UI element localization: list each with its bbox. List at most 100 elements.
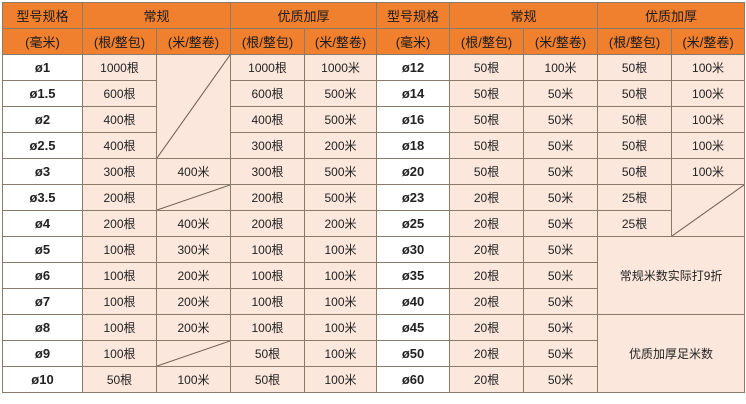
premium-roll-cell: 100米 bbox=[304, 288, 378, 315]
spec-cell: ø1 bbox=[2, 54, 83, 81]
premium-roll-cell: 100米 bbox=[671, 54, 746, 81]
regular-roll-cell: 50米 bbox=[523, 158, 599, 185]
premium-pack-cell: 50根 bbox=[597, 54, 673, 81]
spec-cell: ø7 bbox=[2, 288, 83, 315]
table-row: ø1.5 600根 600根 500米 ø14 50根 50米 50根 100米 bbox=[2, 80, 746, 107]
table-row: ø5 100根 300米 100根 100米 ø30 20根 50米 常规米数实… bbox=[2, 236, 746, 315]
regular-pack-cell: 50根 bbox=[449, 158, 525, 185]
regular-roll-cell: 50米 bbox=[523, 184, 599, 211]
regular-pack-cell: 50根 bbox=[449, 80, 525, 107]
regular-pack-cell: 300根 bbox=[82, 158, 157, 185]
premium-pack-cell: 100根 bbox=[230, 314, 306, 341]
premium-roll-cell: 100米 bbox=[304, 366, 378, 393]
premium-pack-cell: 50根 bbox=[597, 106, 673, 133]
premium-pack-cell: 50根 bbox=[597, 132, 673, 159]
spec-cell: ø4 bbox=[2, 210, 83, 237]
regular-pack-cell: 100根 bbox=[82, 262, 157, 289]
spec-cell: ø2.5 bbox=[2, 132, 83, 159]
regular-roll-cell: 100米 bbox=[155, 366, 232, 393]
premium-pack-cell: 100根 bbox=[230, 262, 306, 289]
regular-roll-cell: 200米 bbox=[155, 262, 232, 289]
header-per-pack: (根/整包) bbox=[449, 28, 525, 55]
regular-pack-cell: 100根 bbox=[82, 340, 157, 367]
table-row: ø9 100根 50根 100米 ø50 20根 50米 bbox=[2, 340, 745, 367]
header-regular: 常规 bbox=[81, 2, 232, 29]
spec-cell: ø25 bbox=[376, 210, 451, 237]
premium-roll-cell: 200米 bbox=[304, 132, 378, 159]
spec-cell: ø30 bbox=[376, 236, 451, 263]
spec-cell: ø5 bbox=[2, 236, 83, 263]
regular-pack-cell: 200根 bbox=[82, 210, 157, 237]
premium-pack-cell: 200根 bbox=[230, 184, 306, 211]
table-row: ø3.5 200根 200根 500米 ø23 20根 50米 25根 bbox=[2, 184, 746, 237]
regular-roll-cell: 50米 bbox=[523, 366, 599, 393]
regular-pack-cell: 20根 bbox=[449, 366, 525, 393]
premium-pack-cell: 300根 bbox=[230, 132, 306, 159]
regular-pack-cell: 20根 bbox=[449, 288, 525, 315]
regular-pack-cell: 200根 bbox=[82, 184, 157, 211]
spec-cell: ø40 bbox=[376, 288, 451, 315]
spec-cell: ø20 bbox=[376, 158, 451, 185]
empty-diagonal-cell bbox=[671, 184, 746, 237]
header-per-pack: (根/整包) bbox=[82, 28, 157, 55]
regular-pack-cell: 400根 bbox=[82, 132, 157, 159]
table-row: ø1 1000根 1000根 1000米 ø12 50根 100米 50根 10… bbox=[2, 54, 746, 159]
regular-pack-cell: 50根 bbox=[449, 132, 525, 159]
regular-pack-cell: 20根 bbox=[449, 340, 525, 367]
header-premium: 优质加厚 bbox=[230, 2, 378, 29]
premium-pack-cell: 1000根 bbox=[230, 54, 306, 81]
table-row: ø7 100根 200米 100根 100米 ø40 20根 50米 bbox=[2, 288, 745, 315]
premium-roll-cell: 200米 bbox=[304, 210, 378, 237]
spec-cell: ø60 bbox=[376, 366, 451, 393]
premium-pack-cell: 200根 bbox=[230, 210, 306, 237]
regular-pack-cell: 20根 bbox=[449, 314, 525, 341]
header-spec-unit: (毫米) bbox=[2, 28, 83, 55]
diagonal-line bbox=[157, 55, 230, 158]
header-spec-right: 型号规格 bbox=[376, 2, 451, 29]
regular-pack-cell: 100根 bbox=[82, 288, 157, 315]
header-per-roll: (米/整卷) bbox=[523, 28, 599, 55]
premium-roll-cell: 100米 bbox=[304, 262, 378, 289]
regular-roll-cell: 50米 bbox=[523, 106, 599, 133]
regular-roll-cell: 300米 bbox=[155, 236, 232, 263]
regular-roll-cell: 50米 bbox=[523, 340, 599, 367]
premium-roll-cell: 100米 bbox=[671, 106, 746, 133]
premium-roll-cell: 500米 bbox=[304, 106, 378, 133]
table-row: ø4 200根 400米 200根 200米 ø25 20根 50米 25根 bbox=[2, 210, 745, 237]
product-spec-table: 型号规格 常规 优质加厚 型号规格 常规 优质加厚 (毫米) (根/整包) (米… bbox=[2, 2, 746, 393]
diagonal-line bbox=[157, 185, 230, 210]
regular-pack-cell: 20根 bbox=[449, 236, 525, 263]
regular-discount-note: 常规米数实际打9折 bbox=[597, 236, 746, 315]
spec-cell: ø16 bbox=[376, 106, 451, 133]
premium-pack-cell: 100根 bbox=[230, 288, 306, 315]
regular-roll-cell: 100米 bbox=[523, 54, 599, 81]
regular-pack-cell: 400根 bbox=[82, 106, 157, 133]
diagonal-line bbox=[672, 185, 744, 236]
premium-roll-cell: 100米 bbox=[671, 132, 746, 159]
spec-cell: ø6 bbox=[2, 262, 83, 289]
premium-roll-cell: 100米 bbox=[304, 314, 378, 341]
header-premium-right: 优质加厚 bbox=[597, 2, 746, 29]
table-row: ø3 300根 400米 300根 500米 ø20 50根 50米 50根 1… bbox=[2, 158, 746, 185]
header-regular-right: 常规 bbox=[449, 2, 599, 29]
regular-roll-cell: 50米 bbox=[523, 236, 599, 263]
spec-cell: ø10 bbox=[2, 366, 83, 393]
header-per-roll: (米/整卷) bbox=[671, 28, 746, 55]
header-per-roll: (米/整卷) bbox=[304, 28, 378, 55]
spec-cell: ø3 bbox=[2, 158, 83, 185]
empty-diagonal-cell bbox=[155, 184, 232, 211]
diagonal-line bbox=[157, 341, 230, 366]
regular-pack-cell: 20根 bbox=[449, 184, 525, 211]
spec-cell: ø23 bbox=[376, 184, 451, 211]
regular-roll-cell: 50米 bbox=[523, 210, 599, 237]
spec-cell: ø45 bbox=[376, 314, 451, 341]
spec-cell: ø50 bbox=[376, 340, 451, 367]
regular-roll-cell: 50米 bbox=[523, 132, 599, 159]
spec-cell: ø2 bbox=[2, 106, 83, 133]
header-per-pack: (根/整包) bbox=[230, 28, 306, 55]
premium-pack-cell: 50根 bbox=[597, 158, 673, 185]
premium-pack-cell: 400根 bbox=[230, 106, 306, 133]
regular-roll-cell: 200米 bbox=[155, 314, 232, 341]
premium-pack-cell: 50根 bbox=[597, 80, 673, 107]
premium-full-note: 优质加厚足米数 bbox=[597, 314, 746, 393]
